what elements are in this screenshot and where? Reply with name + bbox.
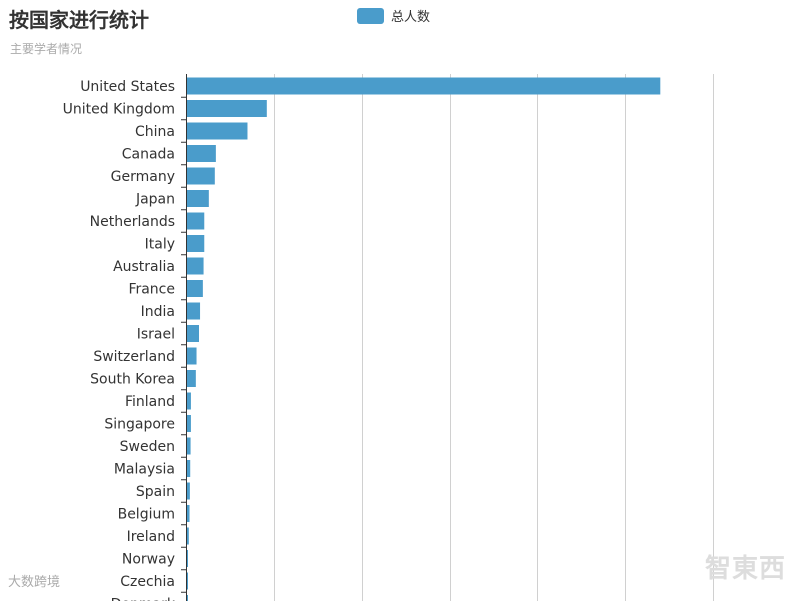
legend-label-total: 总人数 — [391, 10, 431, 25]
category-label: Malaysia — [114, 462, 175, 478]
category-label: Israel — [137, 327, 175, 343]
category-label: Czechia — [120, 574, 175, 590]
category-label: Switzerland — [93, 349, 175, 365]
category-label: India — [141, 304, 175, 320]
bar — [186, 505, 190, 522]
category-label: Japan — [135, 192, 175, 208]
bar — [186, 190, 209, 207]
bar — [186, 527, 189, 545]
bar — [186, 437, 191, 455]
bar — [186, 482, 190, 500]
category-label: South Korea — [90, 372, 175, 388]
bar — [186, 347, 197, 365]
legend[interactable]: 总人数 — [357, 6, 430, 25]
chart-subtitle: 主要学者情况 — [10, 42, 83, 56]
bar — [186, 212, 205, 230]
category-label: Singapore — [104, 417, 175, 433]
category-label: China — [135, 124, 175, 140]
category-label: Spain — [136, 484, 175, 500]
watermark-left: 大数跨境 — [8, 575, 61, 590]
bar — [186, 460, 191, 477]
category-label: Sweden — [120, 439, 175, 455]
category-label: Canada — [122, 147, 175, 163]
bar — [186, 280, 203, 297]
category-label: Ireland — [127, 529, 175, 545]
chart-title: 按国家进行统计 — [9, 8, 149, 32]
bar — [186, 167, 215, 185]
category-label: United Kingdom — [63, 102, 175, 118]
legend-swatch — [357, 7, 384, 24]
bar — [186, 122, 248, 140]
bar — [186, 392, 191, 410]
category-label: Finland — [125, 394, 175, 410]
category-label: Germany — [111, 169, 175, 185]
bar — [186, 415, 191, 432]
category-label: Italy — [145, 237, 175, 253]
bar — [186, 235, 205, 252]
bar — [186, 302, 201, 320]
category-label: Australia — [113, 259, 175, 275]
bar — [186, 145, 216, 162]
category-label: United States — [80, 79, 175, 95]
watermark-right: 智東西 — [705, 554, 787, 584]
bar — [186, 100, 267, 117]
bar — [186, 325, 199, 342]
category-label: France — [128, 282, 175, 298]
bar — [186, 370, 196, 387]
category-label: Norway — [122, 552, 175, 568]
bar — [186, 257, 204, 275]
category-label: Belgium — [118, 507, 175, 523]
category-label: Denmark — [111, 597, 176, 601]
category-label: Netherlands — [90, 214, 175, 230]
bar — [186, 77, 661, 95]
